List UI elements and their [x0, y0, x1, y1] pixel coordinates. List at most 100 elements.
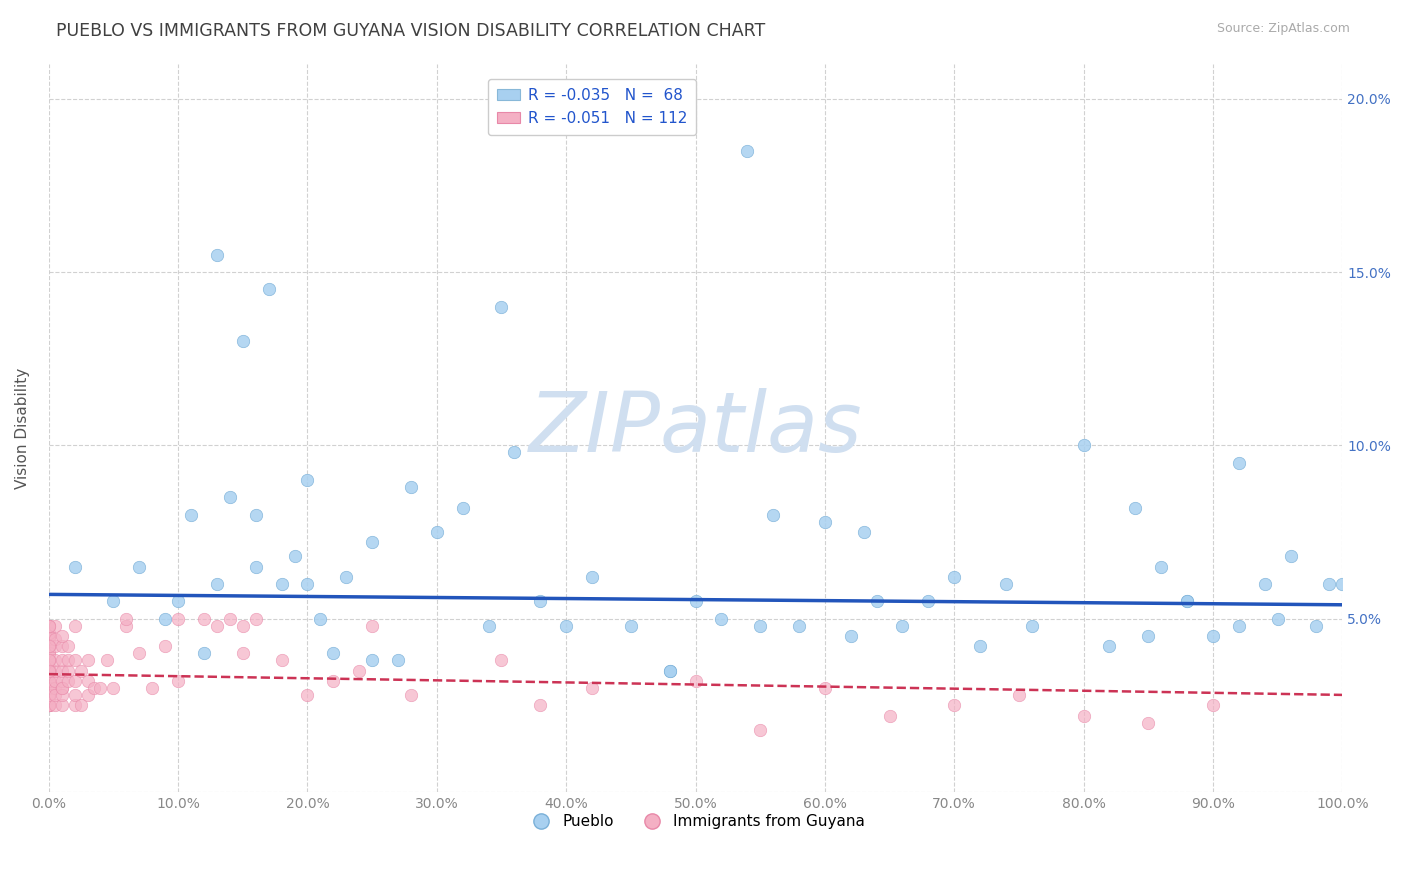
Point	[76, 653, 98, 667]
Point	[128, 559, 150, 574]
Point	[51, 688, 73, 702]
Point	[103, 681, 125, 695]
Point	[63, 618, 86, 632]
Point	[70, 664, 93, 678]
Point	[762, 508, 785, 522]
Point	[205, 618, 228, 632]
Point	[44, 688, 66, 702]
Point	[814, 515, 837, 529]
Point	[51, 681, 73, 695]
Point	[232, 646, 254, 660]
Point	[115, 618, 138, 632]
Point	[399, 688, 422, 702]
Point	[38, 667, 60, 681]
Point	[283, 549, 305, 564]
Point	[1175, 594, 1198, 608]
Point	[38, 618, 60, 632]
Point	[581, 681, 603, 695]
Point	[63, 653, 86, 667]
Point	[1123, 500, 1146, 515]
Point	[63, 688, 86, 702]
Point	[38, 688, 60, 702]
Point	[1279, 549, 1302, 564]
Point	[38, 653, 60, 667]
Point	[297, 577, 319, 591]
Point	[685, 673, 707, 688]
Legend: Pueblo, Immigrants from Guyana: Pueblo, Immigrants from Guyana	[520, 808, 872, 835]
Text: PUEBLO VS IMMIGRANTS FROM GUYANA VISION DISABILITY CORRELATION CHART: PUEBLO VS IMMIGRANTS FROM GUYANA VISION …	[56, 22, 765, 40]
Point	[387, 653, 409, 667]
Point	[1137, 629, 1160, 643]
Point	[1175, 594, 1198, 608]
Point	[96, 653, 118, 667]
Point	[38, 625, 60, 640]
Point	[38, 664, 60, 678]
Point	[1137, 715, 1160, 730]
Point	[56, 673, 79, 688]
Point	[309, 612, 332, 626]
Point	[361, 535, 384, 549]
Point	[167, 612, 190, 626]
Point	[257, 282, 280, 296]
Point	[167, 673, 190, 688]
Point	[529, 698, 551, 713]
Point	[38, 646, 60, 660]
Point	[38, 698, 60, 713]
Point	[322, 673, 344, 688]
Point	[969, 640, 991, 654]
Point	[103, 594, 125, 608]
Point	[347, 664, 370, 678]
Point	[38, 640, 60, 654]
Point	[994, 577, 1017, 591]
Point	[451, 500, 474, 515]
Point	[38, 681, 60, 695]
Point	[503, 445, 526, 459]
Point	[297, 688, 319, 702]
Point	[839, 629, 862, 643]
Point	[1073, 438, 1095, 452]
Point	[491, 300, 513, 314]
Point	[297, 473, 319, 487]
Point	[814, 681, 837, 695]
Point	[44, 653, 66, 667]
Point	[76, 688, 98, 702]
Point	[56, 664, 79, 678]
Point	[38, 688, 60, 702]
Point	[491, 653, 513, 667]
Point	[555, 618, 578, 632]
Point	[38, 653, 60, 667]
Point	[1202, 698, 1225, 713]
Point	[205, 577, 228, 591]
Point	[787, 618, 810, 632]
Point	[38, 640, 60, 654]
Point	[879, 708, 901, 723]
Point	[63, 559, 86, 574]
Point	[399, 480, 422, 494]
Point	[44, 664, 66, 678]
Point	[218, 491, 240, 505]
Point	[44, 673, 66, 688]
Point	[1202, 629, 1225, 643]
Point	[38, 673, 60, 688]
Point	[89, 681, 111, 695]
Point	[245, 559, 267, 574]
Point	[51, 664, 73, 678]
Y-axis label: Vision Disability: Vision Disability	[15, 368, 30, 489]
Point	[245, 508, 267, 522]
Point	[658, 664, 681, 678]
Point	[1008, 688, 1031, 702]
Point	[205, 248, 228, 262]
Point	[38, 629, 60, 643]
Point	[735, 144, 758, 158]
Point	[38, 698, 60, 713]
Point	[51, 673, 73, 688]
Point	[581, 570, 603, 584]
Point	[1073, 708, 1095, 723]
Point	[749, 723, 772, 737]
Point	[115, 612, 138, 626]
Text: Source: ZipAtlas.com: Source: ZipAtlas.com	[1216, 22, 1350, 36]
Point	[38, 681, 60, 695]
Point	[51, 653, 73, 667]
Point	[38, 646, 60, 660]
Point	[477, 618, 499, 632]
